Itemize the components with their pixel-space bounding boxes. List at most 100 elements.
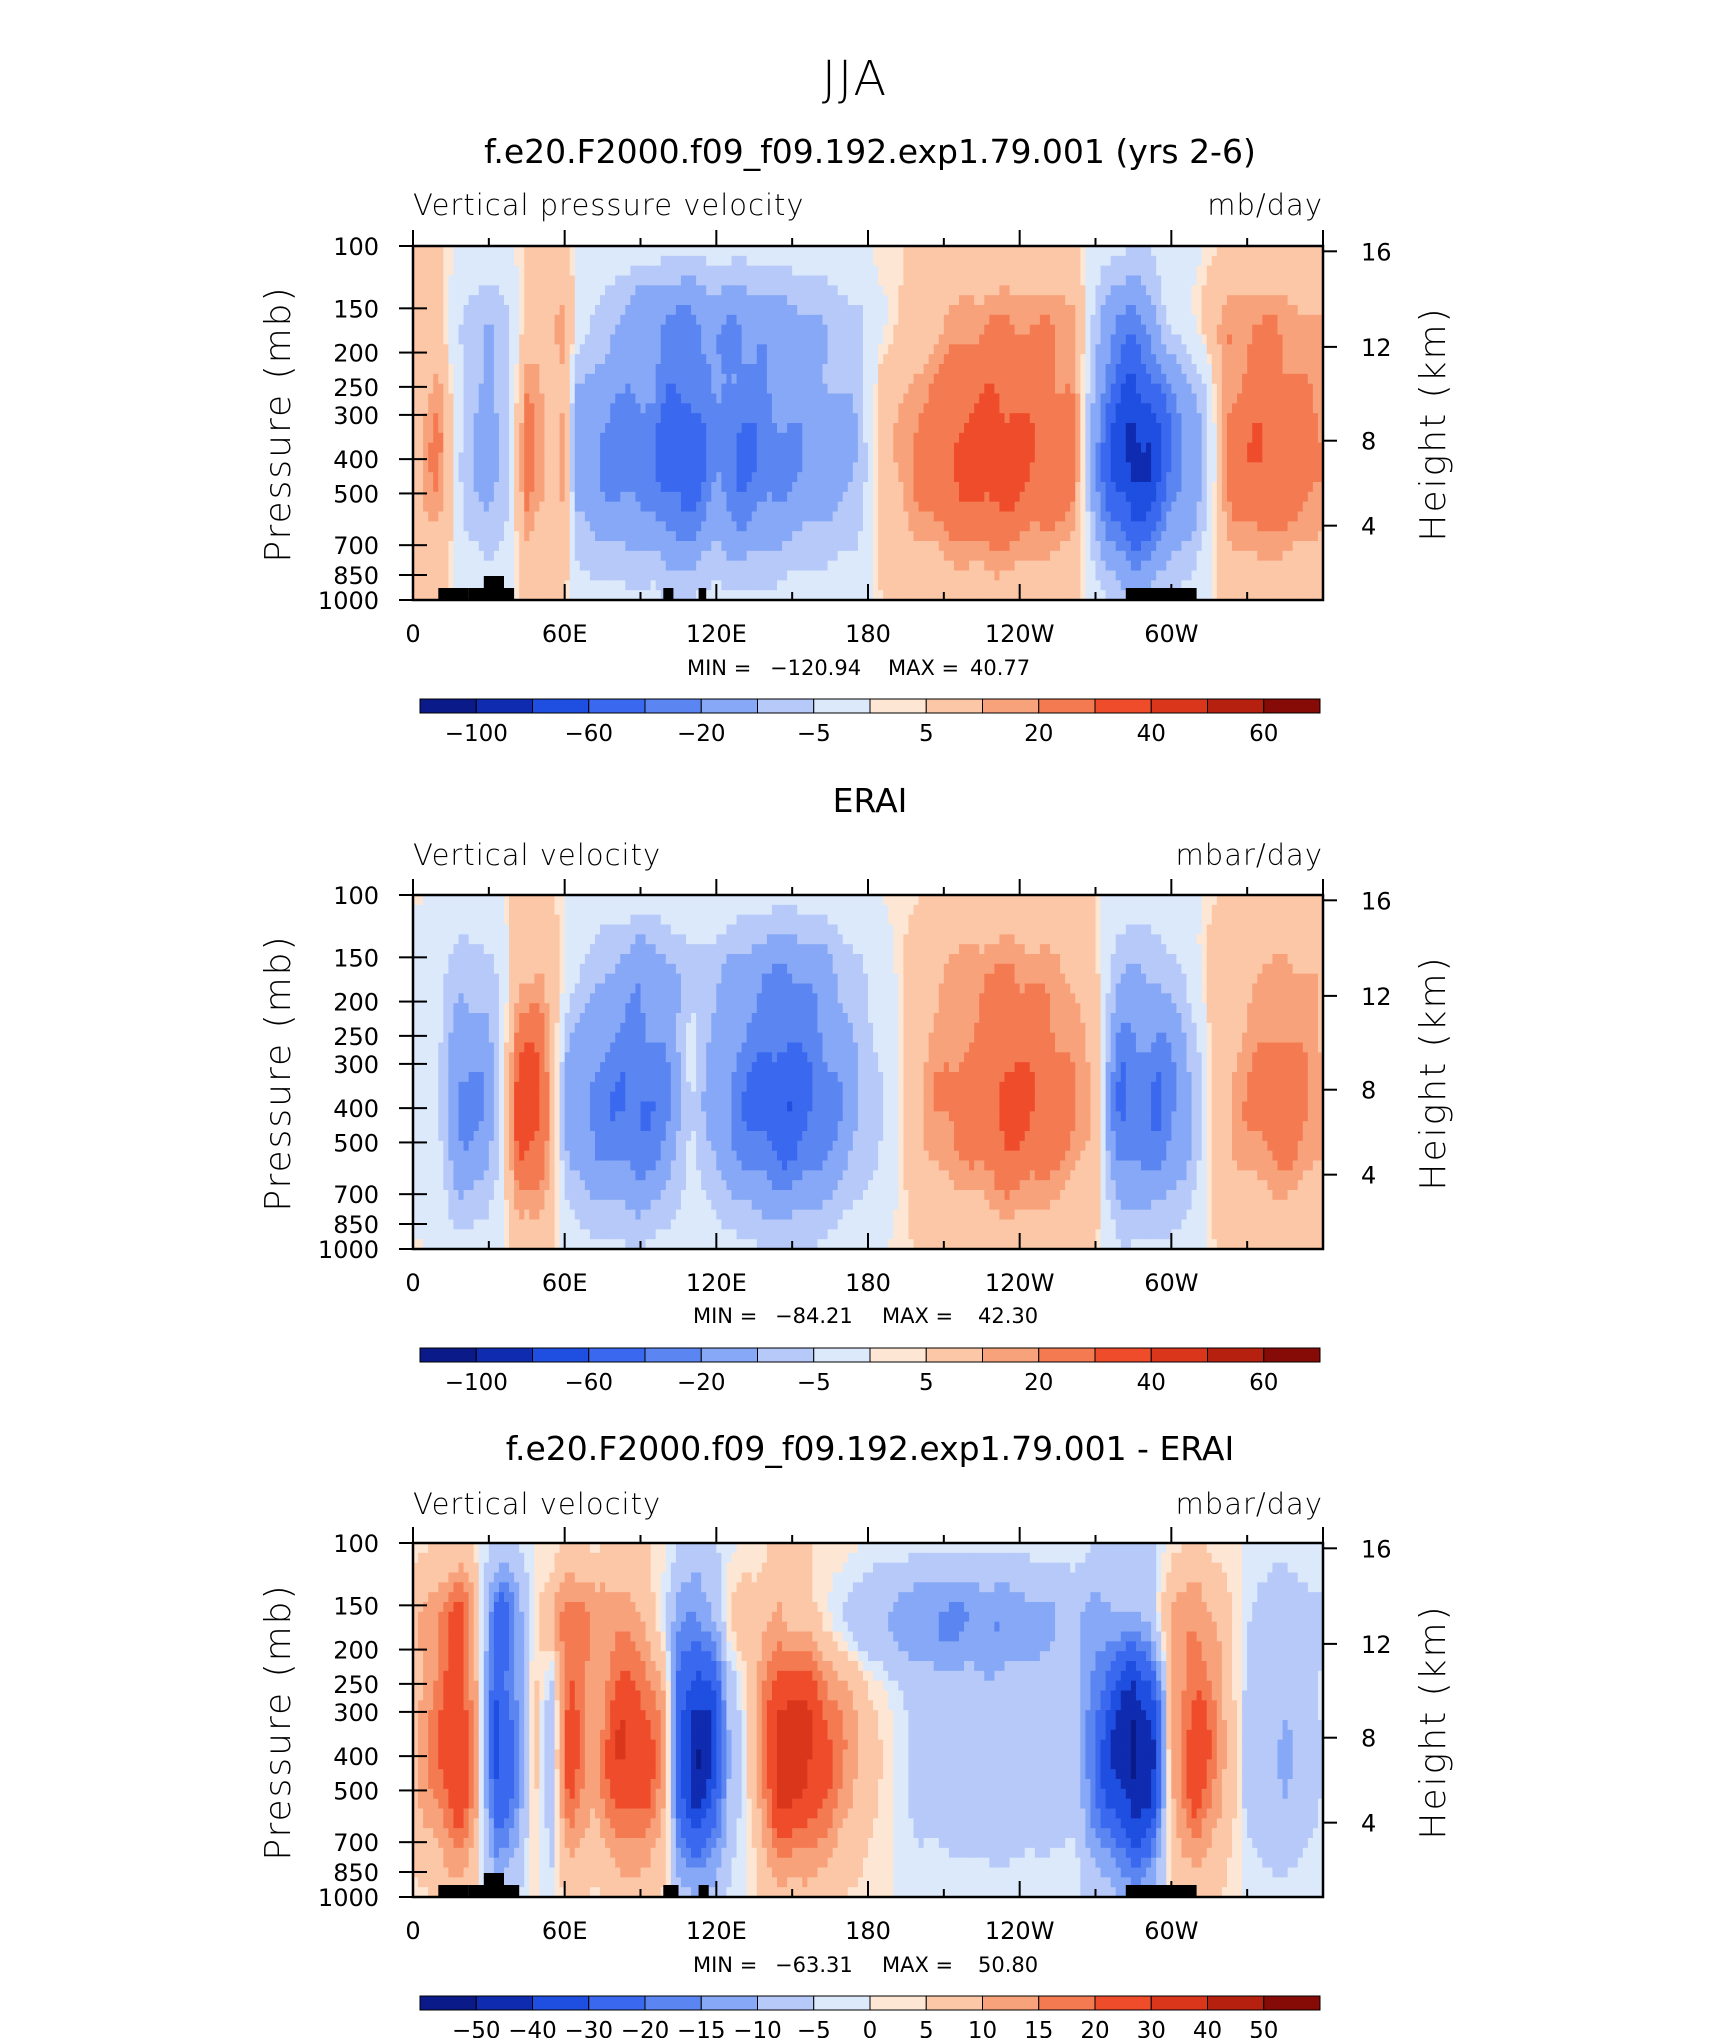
- contour-cell: [857, 393, 864, 404]
- contour-cell: [610, 491, 616, 503]
- contour-cell: [574, 442, 581, 454]
- contour-cell: [514, 295, 520, 306]
- contour-cell: [817, 452, 824, 463]
- contour-cell: [994, 511, 1001, 522]
- contour-cell: [807, 334, 813, 345]
- contour-cell: [680, 580, 687, 591]
- contour-cell: [1090, 442, 1097, 454]
- contour-cell: [569, 541, 576, 552]
- contour-cell: [868, 344, 874, 355]
- contour-cell: [908, 324, 915, 336]
- contour-cell: [605, 521, 611, 532]
- contour-cell: [1090, 452, 1097, 463]
- contour-cell: [807, 442, 813, 454]
- contour-cell: [979, 393, 985, 404]
- contour-cell: [686, 442, 692, 454]
- contour-cell: [852, 432, 859, 444]
- contour-cell: [1004, 570, 1011, 581]
- contour-cell: [1105, 472, 1112, 483]
- contour-cell: [964, 275, 970, 286]
- contour-cell: [423, 580, 429, 591]
- contour-cell: [529, 462, 535, 473]
- contour-cell: [1050, 344, 1056, 355]
- contour-cell: [640, 531, 647, 542]
- contour-cell: [868, 265, 874, 277]
- contour-cell: [589, 442, 596, 454]
- contour-cell: [792, 364, 798, 375]
- contour-cell: [1034, 305, 1041, 316]
- contour-cell: [478, 541, 485, 552]
- contour-cell: [691, 324, 697, 336]
- contour-cell: [595, 344, 601, 355]
- contour-cell: [751, 255, 758, 267]
- contour-cell: [812, 344, 819, 355]
- contour-cell: [766, 324, 773, 336]
- contour-cell: [943, 314, 950, 326]
- contour-cell: [584, 541, 591, 552]
- contour-cell: [418, 314, 424, 326]
- contour-cell: [812, 295, 819, 306]
- contour-cell: [1065, 501, 1071, 513]
- contour-cell: [1044, 442, 1051, 454]
- contour-cell: [625, 501, 631, 513]
- contour-cell: [589, 364, 596, 375]
- contour-cell: [534, 295, 540, 306]
- contour-cell: [463, 570, 470, 581]
- contour-cell: [777, 452, 783, 463]
- contour-cell: [696, 442, 702, 454]
- contour-cell: [1004, 501, 1011, 513]
- contour-cell: [726, 472, 733, 483]
- contour-cell: [923, 531, 930, 542]
- contour-cell: [862, 393, 869, 404]
- contour-cell: [1080, 472, 1086, 483]
- contour-cell: [953, 442, 960, 454]
- contour-cell: [933, 295, 940, 306]
- contour-cell: [1039, 364, 1046, 375]
- contour-cell: [746, 550, 753, 562]
- contour-cell: [999, 373, 1006, 385]
- contour-cell: [579, 580, 586, 591]
- contour-cell: [837, 393, 844, 404]
- contour-cell: [509, 452, 515, 463]
- contour-cell: [943, 580, 950, 591]
- contour-cell: [691, 354, 697, 365]
- contour-cell: [630, 423, 637, 434]
- contour-cell: [448, 255, 455, 267]
- contour-cell: [1090, 560, 1097, 572]
- contour-cell: [443, 482, 449, 493]
- contour-cell: [696, 383, 702, 395]
- contour-cell: [498, 275, 505, 286]
- contour-cell: [483, 491, 490, 503]
- contour-cell: [822, 452, 829, 463]
- contour-cell: [731, 491, 738, 503]
- contour-cell: [1085, 541, 1092, 552]
- contour-cell: [908, 383, 915, 395]
- contour-cell: [428, 501, 434, 513]
- contour-cell: [706, 403, 712, 414]
- contour-cell: [605, 580, 611, 591]
- contour-cell: [969, 550, 975, 562]
- contour-cell: [893, 550, 899, 562]
- contour-cell: [1029, 305, 1036, 316]
- contour-cell: [1060, 501, 1066, 513]
- contour-cell: [640, 511, 647, 522]
- contour-cell: [928, 403, 935, 414]
- contour-cell: [787, 423, 793, 434]
- contour-cell: [822, 501, 829, 513]
- contour-cell: [782, 580, 788, 591]
- contour-cell: [1095, 521, 1102, 532]
- contour-cell: [1039, 482, 1046, 493]
- contour-cell: [721, 501, 728, 513]
- contour-cell: [498, 550, 505, 562]
- contour-cell: [777, 275, 783, 286]
- contour-cell: [1060, 521, 1066, 532]
- contour-cell: [974, 511, 980, 522]
- contour-cell: [493, 354, 500, 365]
- contour-cell: [959, 364, 965, 375]
- contour-cell: [574, 550, 581, 562]
- contour-cell: [741, 285, 748, 296]
- contour-cell: [559, 501, 566, 513]
- contour-cell: [948, 482, 955, 493]
- contour-cell: [883, 383, 889, 395]
- contour-cell: [812, 305, 819, 316]
